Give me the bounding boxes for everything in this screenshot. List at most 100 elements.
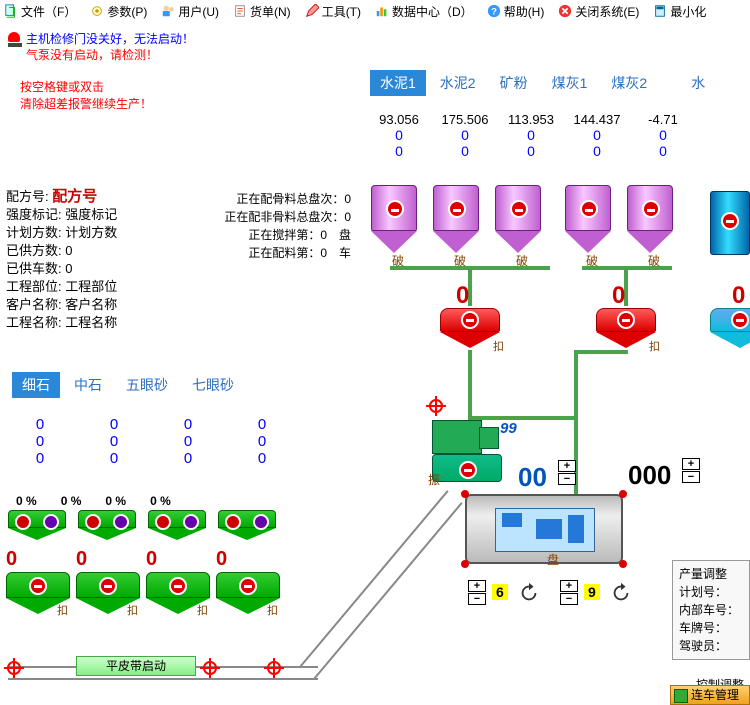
step-down[interactable]: − (468, 593, 486, 605)
bin-u4[interactable] (218, 510, 276, 542)
counts-block: 正在配骨料总盘次：0 正在配非骨料总盘次：0 正在搅拌第：0 盘 正在配料第：0… (216, 190, 351, 262)
bin-l3-val: 0 (146, 548, 157, 571)
menu-bill[interactable]: 货单(N) (233, 3, 291, 20)
feeder[interactable]: 振 (432, 420, 502, 490)
bin-u2[interactable] (78, 510, 136, 542)
gear-icon (90, 4, 104, 18)
pv-3: 144.437 (568, 112, 626, 127)
connect-car-button[interactable]: 连车管理 (670, 685, 750, 705)
display-y1: 6 (492, 584, 508, 600)
bin-l3[interactable]: 扣 (146, 572, 210, 618)
warning-1: 主机检修门没关好，无法启动！ (26, 30, 194, 47)
recipe-block: 配方号: 配方号 强度标记: 强度标记 计划方数: 计划方数 已供方数: 0 已… (6, 188, 117, 332)
stop-icon (642, 200, 660, 218)
step-up[interactable]: + (468, 580, 486, 592)
tab-mineral[interactable]: 矿粉 (490, 70, 538, 96)
stop-icon (99, 577, 117, 595)
tab-sand5[interactable]: 五眼砂 (116, 372, 178, 398)
pipe (468, 350, 472, 420)
tab-water[interactable]: 水 (681, 70, 715, 96)
stop-icon (731, 311, 749, 329)
step-up[interactable]: + (560, 580, 578, 592)
powder-tabs: 水泥1 水泥2 矿粉 煤灰1 煤灰2 水 (370, 70, 715, 96)
stepper-2: + − (682, 458, 700, 483)
stop-icon (461, 311, 479, 329)
pencil-icon (305, 4, 319, 18)
step-up[interactable]: + (682, 458, 700, 470)
incline (299, 490, 448, 667)
rpanel-innercar: 内部车号： (679, 601, 743, 619)
stop-icon (617, 311, 635, 329)
stop-icon (29, 577, 47, 595)
silo-5[interactable]: 破 (624, 185, 676, 267)
tab-cement1[interactable]: 水泥1 (370, 70, 426, 96)
file-icon (4, 4, 18, 18)
silo-1[interactable]: 破 (368, 185, 420, 267)
bin-l2[interactable]: 扣 (76, 572, 140, 618)
refresh-2[interactable] (610, 582, 632, 604)
display-y2: 9 (584, 584, 600, 600)
bin-u1[interactable] (8, 510, 66, 542)
step-down[interactable]: − (682, 471, 700, 483)
crosshair-icon (4, 658, 24, 678)
stepper-1: + − (558, 460, 576, 485)
menu-min[interactable]: 最小化 (653, 3, 706, 20)
hopper3-value: 0 (732, 282, 745, 310)
step-down[interactable]: − (560, 593, 578, 605)
menu-close[interactable]: 关闭系统(E) (558, 3, 639, 20)
belt-start-button[interactable]: 平皮带启动 (76, 656, 196, 676)
rpanel-plan: 计划号： (679, 583, 743, 601)
menu-param[interactable]: 参数(P) (90, 3, 147, 20)
step-down[interactable]: − (558, 473, 576, 485)
bin-l4[interactable]: 扣 (216, 572, 280, 618)
bin-l2-val: 0 (76, 548, 87, 571)
close-icon (558, 4, 572, 18)
silo-2[interactable]: 破 (430, 185, 482, 267)
hopper-2[interactable]: 扣 (596, 308, 656, 350)
bin-l1-val: 0 (6, 548, 17, 571)
val-99: 99 (500, 420, 517, 437)
silo-4[interactable]: 破 (562, 185, 614, 267)
menu-help[interactable]: ?帮助(H) (487, 3, 545, 20)
display-blue: 00 (518, 462, 547, 493)
rpanel-driver: 驾驶员： (679, 637, 743, 655)
agg-values: 000 000 000 000 (20, 416, 282, 467)
pv-5: 0 (728, 112, 750, 127)
menu-file-label: 文件（F） (21, 3, 76, 20)
rpanel-plate: 车牌号： (679, 619, 743, 637)
stepper-3: + − (468, 580, 486, 605)
pipe (624, 350, 628, 354)
refresh-1[interactable] (518, 582, 540, 604)
bill-icon (233, 4, 247, 18)
bin-l1[interactable]: 扣 (6, 572, 70, 618)
crosshair-icon (264, 658, 284, 678)
tab-coal2[interactable]: 煤灰2 (601, 70, 657, 96)
menu-user[interactable]: 用户(U) (161, 3, 219, 20)
step-up[interactable]: + (558, 460, 576, 472)
svg-text:?: ? (491, 7, 497, 18)
bin-u3[interactable] (148, 510, 206, 542)
stop-icon (448, 200, 466, 218)
tab-cement2[interactable]: 水泥2 (430, 70, 486, 96)
menu-bar: 文件（F） 参数(P) 用户(U) 货单(N) 工具(T) 数据中心（D） ?帮… (0, 0, 750, 22)
tab-sand7[interactable]: 七眼砂 (182, 372, 244, 398)
tab-fine[interactable]: 细石 (12, 372, 60, 398)
menu-tool[interactable]: 工具(T) (305, 3, 361, 20)
crosshair-icon (200, 658, 220, 678)
barrel-water[interactable] (710, 185, 750, 267)
hopper-3[interactable] (710, 308, 750, 350)
silo-3[interactable]: 破 (492, 185, 544, 267)
hopper-1[interactable]: 扣 (440, 308, 500, 350)
stop-icon (721, 212, 739, 230)
pv-0: 93.056 (370, 112, 428, 127)
tab-coal1[interactable]: 煤灰1 (542, 70, 598, 96)
user-icon (161, 4, 175, 18)
stepper-4: + − (560, 580, 578, 605)
pct-row: 0 % 0 % 0 % 0 % (16, 494, 171, 508)
display-black: 000 (628, 460, 671, 491)
menu-file[interactable]: 文件（F） (4, 3, 76, 20)
hopper1-value: 0 (456, 282, 469, 310)
menu-data[interactable]: 数据中心（D） (375, 3, 473, 20)
mixer[interactable]: 盘 (465, 494, 623, 564)
tab-mid[interactable]: 中石 (64, 372, 112, 398)
